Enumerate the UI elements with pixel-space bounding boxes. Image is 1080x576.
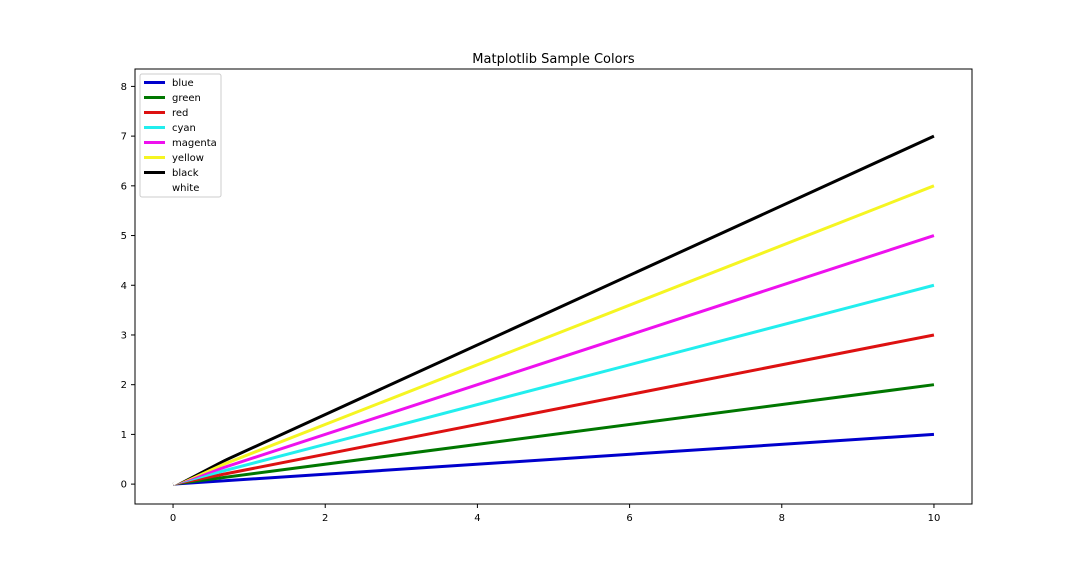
- plot-frame: [134, 68, 973, 505]
- x-tick-label: 4: [474, 513, 480, 524]
- series-line-red: [172, 333, 935, 486]
- series-line-green: [172, 383, 935, 486]
- chart-title: Matplotlib Sample Colors: [472, 52, 635, 67]
- series-line-magenta: [172, 234, 935, 486]
- y-tick-label: 7: [121, 132, 127, 143]
- y-axis: 0 1 2 3 4 5 6 7 8: [121, 82, 135, 491]
- legend-entry-white: white: [172, 183, 199, 194]
- legend-entry-green: green: [172, 93, 201, 104]
- legend-entry-red: red: [172, 108, 188, 119]
- x-tick-label: 6: [626, 513, 632, 524]
- x-axis: 0 2 4 6 8 10: [170, 504, 940, 524]
- x-tick-label: 8: [779, 513, 785, 524]
- legend-entry-cyan: cyan: [172, 123, 196, 134]
- legend-entry-yellow: yellow: [172, 153, 204, 164]
- series-line-blue: [172, 432, 935, 486]
- x-tick-label: 0: [170, 513, 176, 524]
- x-tick-label: 10: [928, 513, 941, 524]
- legend-frame: [139, 73, 222, 198]
- legend: blue green red cyan magenta yellow black white: [139, 73, 222, 198]
- y-tick-label: 8: [121, 82, 127, 93]
- y-tick-label: 6: [121, 181, 127, 192]
- series-line-white: [172, 85, 935, 486]
- series-line-yellow: [172, 184, 935, 486]
- y-tick-label: 3: [121, 330, 127, 341]
- series-line-cyan: [172, 283, 935, 486]
- y-tick-label: 1: [121, 430, 127, 441]
- legend-entry-black: black: [172, 168, 199, 179]
- x-tick-label: 2: [322, 513, 328, 524]
- series-line-black: [172, 134, 935, 486]
- y-tick-label: 4: [121, 281, 127, 292]
- y-tick-label: 0: [121, 480, 127, 491]
- series-lines: [172, 85, 935, 486]
- legend-entry-blue: blue: [172, 78, 194, 89]
- legend-entry-magenta: magenta: [172, 138, 217, 149]
- y-tick-label: 5: [121, 231, 127, 242]
- y-tick-label: 2: [121, 380, 127, 391]
